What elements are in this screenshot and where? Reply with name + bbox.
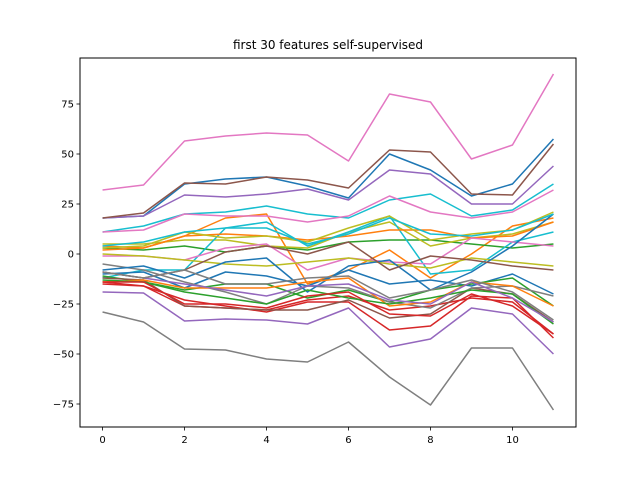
series-line-27 <box>102 189 554 233</box>
x-tick-label: 4 <box>263 435 269 446</box>
series-line-15 <box>102 291 554 355</box>
y-tick-label: −50 <box>53 350 74 361</box>
y-tick-label: 0 <box>68 250 74 261</box>
x-tick-label: 10 <box>506 435 519 446</box>
y-tick-label: 75 <box>61 100 74 111</box>
y-tick-label: 50 <box>61 150 74 161</box>
series-line-18 <box>102 263 554 309</box>
series-line-19 <box>102 253 554 269</box>
series-line-30 <box>102 213 554 247</box>
y-tick-label: −75 <box>53 400 74 411</box>
series-line-28 <box>102 269 554 321</box>
y-tick-label: −25 <box>53 300 74 311</box>
series-line-8 <box>102 311 555 411</box>
x-tick-label: 6 <box>345 435 351 446</box>
x-axis-ticks: 0 2 4 6 8 10 <box>99 427 519 446</box>
series-line-21 <box>102 213 554 293</box>
series-line-16 <box>102 277 554 323</box>
chart-title: first 30 features self-supervised <box>233 38 423 52</box>
plot-lines <box>102 73 555 411</box>
y-axis-ticks: −75 −50 −25 0 25 50 75 <box>53 100 80 411</box>
series-line-7 <box>102 73 555 191</box>
x-tick-label: 2 <box>181 435 187 446</box>
series-line-3 <box>102 239 554 253</box>
series-line-24 <box>102 281 554 335</box>
series-line-6 <box>102 143 555 219</box>
series-line-12 <box>102 221 554 251</box>
series-line-5 <box>102 165 554 219</box>
x-tick-label: 0 <box>99 435 105 446</box>
series-line-25 <box>102 271 554 323</box>
x-tick-label: 8 <box>427 435 433 446</box>
axes-frame <box>79 57 577 428</box>
y-tick-label: 25 <box>61 200 74 211</box>
series-line-4 <box>102 283 554 335</box>
